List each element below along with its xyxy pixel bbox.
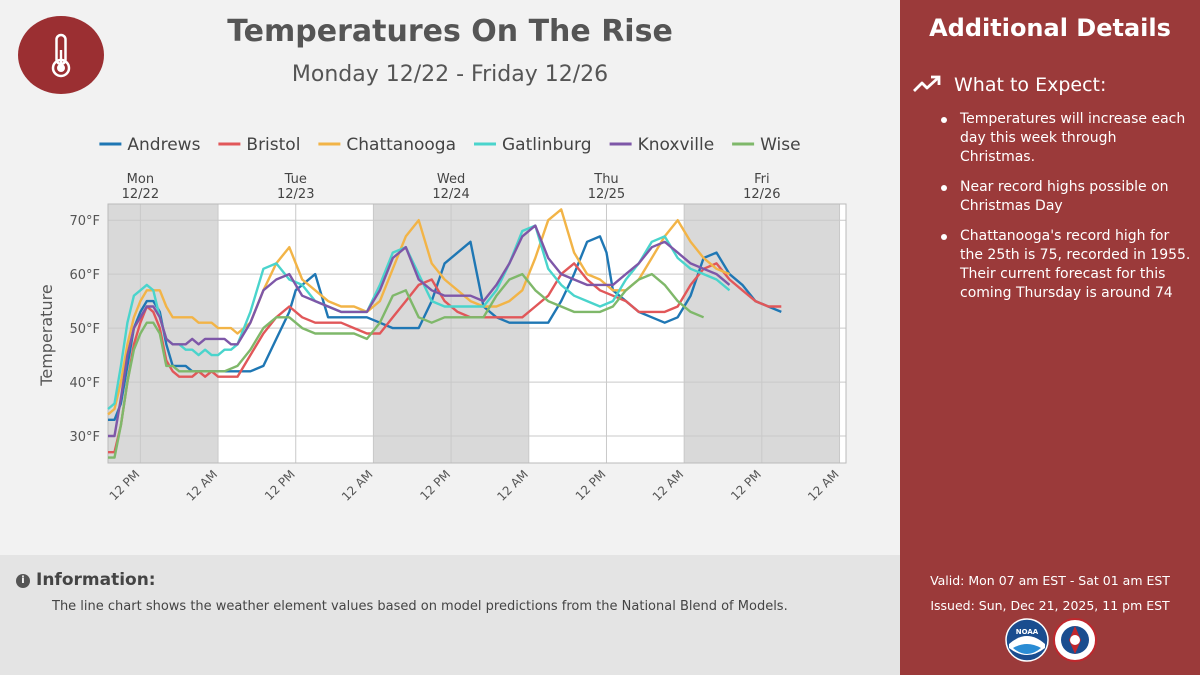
page-subtitle: Monday 12/22 - Friday 12/26 bbox=[291, 62, 609, 87]
night-bands bbox=[108, 204, 846, 463]
legend-item: Bristol bbox=[218, 135, 300, 155]
details-sidebar: Additional Details What to Expect: Tempe… bbox=[900, 0, 1200, 675]
day-label: Mon bbox=[127, 172, 154, 187]
date-label: 12/22 bbox=[122, 187, 159, 202]
info-text: The line chart shows the weather element… bbox=[52, 599, 788, 614]
x-tick-label: 12 PM bbox=[728, 467, 764, 503]
y-tick-label: 50°F bbox=[69, 322, 100, 337]
x-tick-label: 12 AM bbox=[650, 467, 687, 504]
y-tick-label: 30°F bbox=[69, 430, 100, 445]
series-line-wise bbox=[108, 272, 705, 459]
thermometer-icon bbox=[51, 33, 71, 78]
y-tick-labels: 30°F 40°F 50°F 60°F 70°F bbox=[69, 214, 100, 445]
day-label: Wed bbox=[437, 172, 465, 187]
main-panel: Temperatures On The Rise Monday 12/22 - … bbox=[18, 14, 847, 504]
date-label: 12/26 bbox=[743, 187, 780, 202]
info-panel: i Information: The line chart shows the w… bbox=[0, 555, 900, 675]
x-tick-label: 12 AM bbox=[184, 467, 221, 504]
legend-label: Gatlinburg bbox=[502, 135, 592, 155]
expect-item: Temperatures will increase each day this… bbox=[941, 110, 1192, 167]
page-title: Temperatures On The Rise bbox=[227, 14, 673, 49]
issued-time: Issued: Sun, Dec 21, 2025, 11 pm EST bbox=[930, 598, 1170, 613]
chart-legend: Andrews Bristol Chattanooga Gatlinburg Knoxv… bbox=[99, 135, 801, 155]
legend-item: Gatlinburg bbox=[474, 135, 592, 155]
x-tick-labels: 12 PM 12 AM 12 PM 12 AM 12 PM 12 AM 12 PM 12 AM… bbox=[107, 467, 842, 504]
nws-logo bbox=[1053, 618, 1097, 662]
expect-item: Chattanooga's record high for the 25th i… bbox=[941, 228, 1191, 301]
day-label: Tue bbox=[284, 172, 307, 187]
expect-heading: What to Expect: bbox=[954, 74, 1107, 96]
date-label: 12/24 bbox=[432, 187, 469, 202]
y-tick-label: 60°F bbox=[69, 268, 100, 283]
legend-label: Chattanooga bbox=[346, 135, 456, 155]
series-line-knoxville bbox=[108, 224, 731, 438]
x-tick-label: 12 PM bbox=[262, 467, 298, 503]
legend-label: Knoxville bbox=[638, 135, 715, 155]
legend-label: Andrews bbox=[127, 135, 200, 155]
grid-lines bbox=[107, 203, 847, 464]
x-tick-label: 12 AM bbox=[494, 467, 531, 504]
x-tick-label: 12 AM bbox=[805, 467, 842, 504]
y-axis-label: Temperature bbox=[37, 284, 56, 386]
legend-item: Knoxville bbox=[609, 135, 715, 155]
valid-time: Valid: Mon 07 am EST - Sat 01 am EST bbox=[930, 573, 1170, 588]
info-heading: Information: bbox=[36, 570, 156, 590]
legend-item: Chattanooga bbox=[318, 135, 456, 155]
noaa-logo: NOAA bbox=[1005, 618, 1049, 662]
info-icon: i bbox=[16, 574, 30, 588]
thermometer-logo bbox=[18, 16, 104, 94]
day-label: Thu bbox=[593, 172, 618, 187]
x-tick-label: 12 PM bbox=[573, 467, 609, 503]
y-tick-label: 40°F bbox=[69, 376, 100, 391]
sidebar-title: Additional Details bbox=[929, 14, 1171, 42]
date-label: 12/23 bbox=[277, 187, 314, 202]
series-line-bristol bbox=[108, 262, 782, 454]
svg-text:NOAA: NOAA bbox=[1016, 628, 1039, 636]
y-tick-label: 70°F bbox=[69, 214, 100, 229]
plot-border bbox=[107, 203, 847, 464]
legend-label: Bristol bbox=[246, 135, 300, 155]
expect-item: Near record highs possible on Christmas … bbox=[941, 178, 1192, 216]
series-line-chattanooga bbox=[107, 208, 730, 416]
legend-item: Andrews bbox=[99, 135, 201, 155]
info-heading-row: i Information: bbox=[16, 570, 156, 590]
legend-item: Wise bbox=[732, 135, 801, 155]
trending-up-icon bbox=[913, 75, 941, 92]
legend-label: Wise bbox=[760, 135, 800, 155]
day-label: Fri bbox=[754, 172, 770, 187]
x-tick-label: 12 AM bbox=[339, 467, 376, 504]
expect-list: Temperatures will increase each day this… bbox=[941, 110, 1192, 314]
date-label: 12/25 bbox=[588, 187, 625, 202]
series-lines bbox=[107, 208, 782, 459]
expect-heading-row: What to Expect: bbox=[912, 74, 1106, 96]
x-tick-label: 12 PM bbox=[107, 467, 143, 503]
x-tick-label: 12 PM bbox=[417, 467, 453, 503]
temperature-chart: Andrews Bristol Chattanooga Gatlinburg Knoxv… bbox=[37, 135, 847, 504]
